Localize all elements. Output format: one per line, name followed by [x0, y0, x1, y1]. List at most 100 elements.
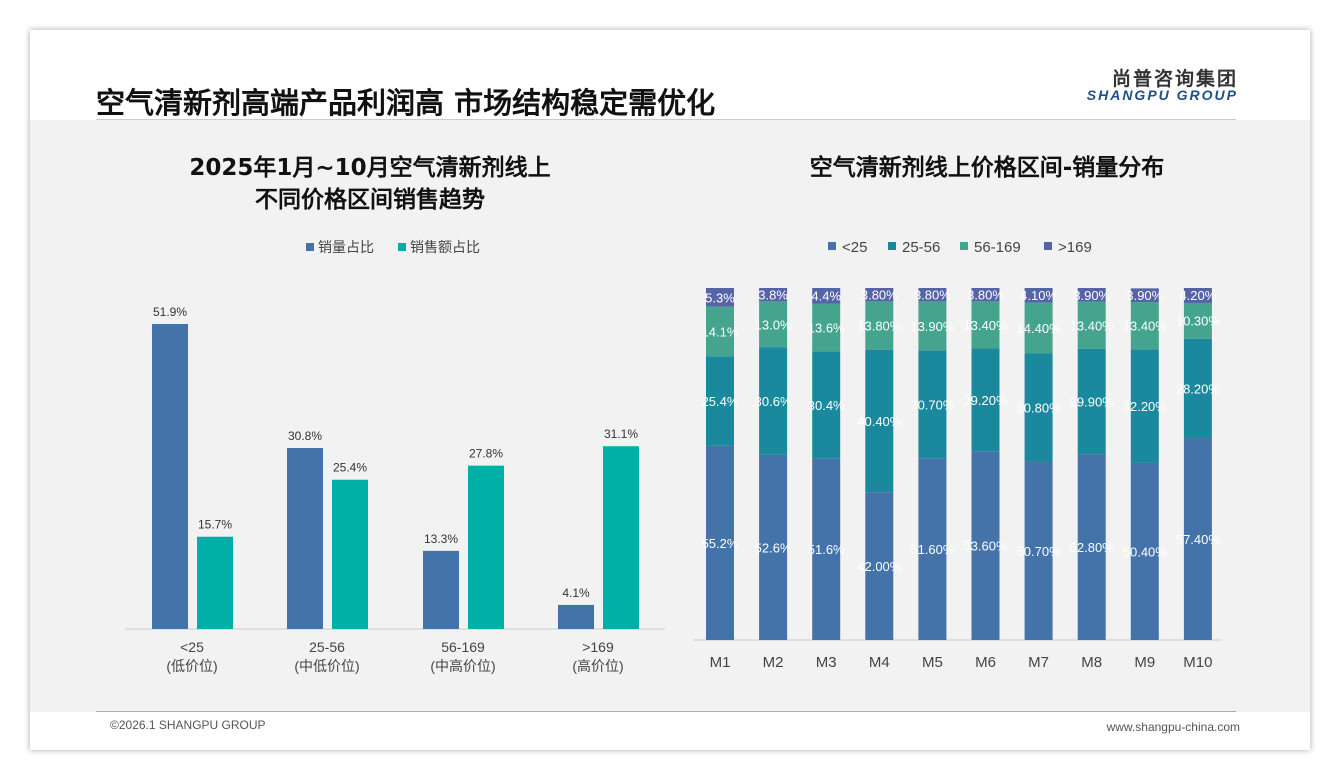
- bar-sales-amount: [332, 479, 368, 629]
- logo-en: SHANGPU GROUP: [1086, 87, 1238, 103]
- data-label: 30.8%: [288, 429, 322, 443]
- x-tick-sublabel: (中高价位): [430, 658, 495, 674]
- data-label: 14.40%: [1017, 321, 1062, 336]
- stacked-segment: [918, 350, 947, 459]
- stacked-segment: [1183, 338, 1212, 438]
- data-label: 14.1%: [702, 324, 739, 339]
- footer-divider: [96, 711, 1236, 712]
- bar-sales-amount: [197, 536, 233, 629]
- stacked-segment: [865, 492, 894, 640]
- x-tick-label: <25: [180, 639, 204, 655]
- legend-swatch: [888, 242, 896, 250]
- left-chart-title-line2: 不同价格区间销售趋势: [255, 187, 485, 213]
- x-tick-label: M9: [1134, 654, 1155, 671]
- legend-label: <25: [842, 239, 867, 256]
- stacked-segment: [759, 301, 788, 348]
- data-label: 4.20%: [1179, 288, 1216, 303]
- page-title: 空气清新剂高端产品利润高 市场结构稳定需优化: [96, 86, 716, 120]
- data-label: 53.60%: [963, 539, 1008, 554]
- legend-label: 56-169: [974, 239, 1021, 256]
- data-label: 13.80%: [857, 319, 902, 334]
- stacked-segment: [759, 347, 788, 455]
- data-label: 27.8%: [469, 447, 503, 461]
- data-label: 3.90%: [1073, 288, 1110, 303]
- stacked-segment: [1183, 288, 1212, 303]
- data-label: 50.40%: [1123, 544, 1168, 559]
- data-label: 51.60%: [910, 542, 955, 557]
- data-label: 50.70%: [1017, 544, 1062, 559]
- data-label: 3.8%: [758, 288, 788, 303]
- stacked-segment: [918, 458, 947, 640]
- stacked-segment: [812, 303, 841, 352]
- data-label: 3.80%: [861, 288, 898, 303]
- data-label: 4.10%: [1020, 288, 1057, 303]
- stacked-segment: [759, 454, 788, 640]
- data-label: 32.20%: [1123, 399, 1168, 414]
- x-tick-sublabel: (低价位): [166, 658, 217, 674]
- data-label: 42.00%: [857, 559, 902, 574]
- stacked-segment: [1024, 353, 1053, 462]
- data-label: 3.80%: [967, 288, 1004, 303]
- x-tick-label: 56-169: [441, 639, 485, 655]
- header-divider: [96, 119, 1236, 120]
- stacked-segment: [865, 301, 894, 350]
- stacked-segment: [812, 351, 841, 459]
- right-chart-title: 空气清新剂线上价格区间-销量分布: [809, 155, 1165, 181]
- bar-sales-amount: [468, 465, 504, 629]
- bar-sales-amount: [603, 446, 639, 629]
- stacked-segment: [1183, 437, 1212, 640]
- data-label: 55.2%: [702, 536, 739, 551]
- data-label: 4.4%: [811, 289, 841, 304]
- data-label: 29.20%: [963, 393, 1008, 408]
- legend-label: >169: [1058, 239, 1092, 256]
- legend-swatch: [306, 243, 314, 251]
- stacked-segment: [971, 301, 1000, 349]
- stacked-segment: [812, 458, 841, 640]
- x-tick-label: 25-56: [309, 639, 345, 655]
- legend-label: 销售额占比: [410, 239, 480, 255]
- x-tick-sublabel: (高价位): [572, 658, 623, 674]
- data-label: 25.4%: [333, 461, 367, 475]
- stacked-segment: [971, 451, 1000, 640]
- legend-swatch: [960, 242, 968, 250]
- data-label: 57.40%: [1176, 532, 1221, 547]
- stacked-segment: [918, 301, 947, 351]
- stacked-segment: [1077, 288, 1106, 302]
- logo-cn: 尚普咨询集团: [1111, 68, 1238, 90]
- website: www.shangpu-china.com: [1106, 720, 1240, 734]
- x-tick-label: M4: [869, 654, 890, 671]
- data-label: 10.30%: [1176, 314, 1221, 329]
- header: [30, 30, 1310, 120]
- stacked-segment: [1130, 288, 1159, 303]
- bar-sales-volume: [152, 324, 188, 629]
- stacked-segment: [759, 288, 788, 302]
- bar-sales-volume: [287, 447, 323, 629]
- stacked-segment: [1077, 301, 1106, 349]
- x-tick-label: M1: [710, 654, 731, 671]
- data-label: 13.90%: [910, 319, 955, 334]
- data-label: 3.80%: [914, 288, 951, 303]
- x-tick-label: >169: [582, 639, 614, 655]
- data-label: 52.6%: [755, 540, 792, 555]
- legend-label: 25-56: [902, 239, 940, 256]
- x-tick-label: M10: [1183, 654, 1212, 671]
- stacked-segment: [1077, 454, 1106, 640]
- data-label: 5.3%: [705, 290, 735, 305]
- stacked-segment: [865, 349, 894, 493]
- stacked-segment: [971, 348, 1000, 452]
- data-label: 28.20%: [1176, 381, 1221, 396]
- data-label: 30.6%: [755, 394, 792, 409]
- x-tick-label: M6: [975, 654, 996, 671]
- data-label: 25.4%: [702, 394, 739, 409]
- stacked-segment: [1024, 302, 1053, 354]
- x-tick-label: M7: [1028, 654, 1049, 671]
- bar-sales-volume: [558, 604, 594, 629]
- left-chart-title-line1: 2025年1月~10月空气清新剂线上: [189, 155, 551, 181]
- data-label: 13.40%: [963, 318, 1008, 333]
- stacked-segment: [971, 288, 1000, 302]
- x-tick-label: M8: [1081, 654, 1102, 671]
- stacked-segment: [1183, 302, 1212, 339]
- data-label: 13.40%: [1123, 319, 1168, 334]
- data-label: 13.0%: [755, 317, 792, 332]
